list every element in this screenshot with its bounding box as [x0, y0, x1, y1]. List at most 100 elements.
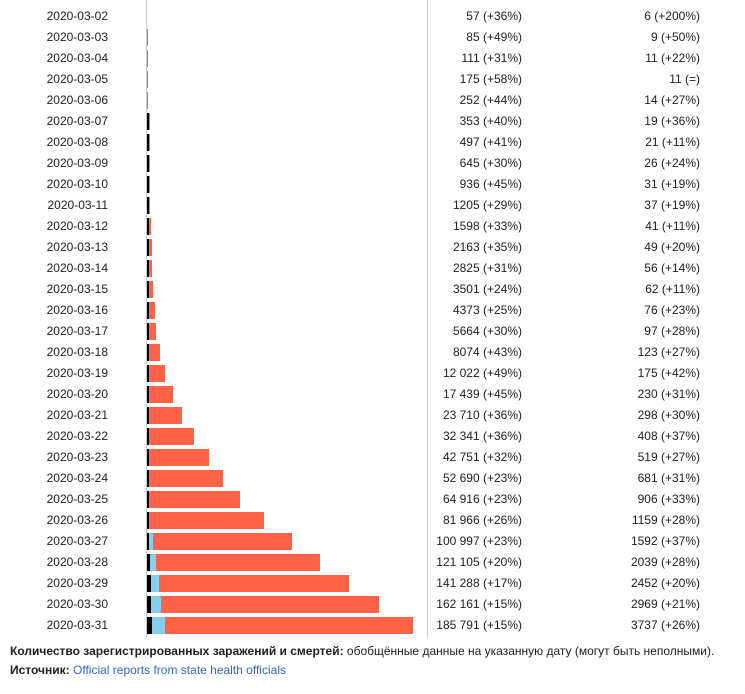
cases-label: 57 (+36%) [466, 9, 522, 23]
bar-recovered [149, 533, 153, 550]
bar-cell [147, 69, 427, 90]
table-row: 2020-03-30 162 161 (+15%) 2969 (+21%) [0, 594, 745, 615]
date-label: 2020-03-22 [46, 429, 108, 443]
bar-cell [147, 447, 427, 468]
bar-cell [147, 552, 427, 573]
date-label: 2020-03-19 [46, 366, 108, 380]
table-row: 2020-03-02 57 (+36%) 6 (+200%) [0, 6, 745, 27]
bar-deaths [147, 113, 149, 130]
date-label: 2020-03-18 [46, 345, 108, 359]
bar-cell [147, 300, 427, 321]
bar-cell [147, 405, 427, 426]
bar-cell [147, 216, 427, 237]
date-label: 2020-03-02 [46, 9, 108, 23]
table-row: 2020-03-31 185 791 (+15%) 3737 (+26%) [0, 615, 745, 636]
bar-active [148, 239, 152, 256]
cases-label: 12 022 (+49%) [442, 366, 522, 380]
bar-cell [147, 468, 427, 489]
bar-deaths [147, 470, 149, 487]
table-row: 2020-03-06 252 (+44%) 14 (+27%) [0, 90, 745, 111]
cases-label: 32 341 (+36%) [442, 429, 522, 443]
deaths-label: 14 (+27%) [644, 93, 700, 107]
table-row: 2020-03-14 2825 (+31%) 56 (+14%) [0, 258, 745, 279]
bar-cell [147, 426, 427, 447]
bar-recovered [151, 596, 162, 613]
cases-label: 100 997 (+23%) [436, 534, 522, 548]
table-row: 2020-03-09 645 (+30%) 26 (+24%) [0, 153, 745, 174]
table-row: 2020-03-26 81 966 (+26%) 1159 (+28%) [0, 510, 745, 531]
date-label: 2020-03-03 [46, 30, 108, 44]
table-row: 2020-03-15 3501 (+24%) 62 (+11%) [0, 279, 745, 300]
deaths-label: 97 (+28%) [644, 324, 700, 338]
deaths-label: 9 (+50%) [650, 30, 700, 44]
caption-title: Количество зарегистрированных заражений … [10, 644, 344, 658]
date-label: 2020-03-25 [46, 492, 108, 506]
date-label: 2020-03-04 [46, 51, 108, 65]
bar-active [148, 449, 209, 466]
bar-recovered [149, 554, 157, 571]
bar-cell [147, 531, 427, 552]
deaths-label: 298 (+30%) [637, 408, 700, 422]
deaths-label: 6 (+200%) [644, 9, 700, 23]
cases-label: 121 105 (+20%) [436, 555, 522, 569]
bar-active [148, 302, 155, 319]
chart-source: Источник: Official reports from state he… [10, 662, 740, 678]
bar-active [148, 260, 153, 277]
bar-cell [147, 384, 427, 405]
deaths-label: 37 (+19%) [644, 198, 700, 212]
bar-cell [147, 615, 427, 636]
date-label: 2020-03-28 [46, 555, 108, 569]
deaths-label: 1592 (+37%) [630, 534, 700, 548]
cases-label: 4373 (+25%) [452, 303, 522, 317]
table-row: 2020-03-03 85 (+49%) 9 (+50%) [0, 27, 745, 48]
table-row: 2020-03-07 353 (+40%) 19 (+36%) [0, 111, 745, 132]
table-row: 2020-03-19 12 022 (+49%) 175 (+42%) [0, 363, 745, 384]
bar-deaths [147, 491, 149, 508]
bar-deaths [147, 365, 149, 382]
cases-label: 645 (+30%) [459, 156, 522, 170]
date-label: 2020-03-05 [46, 72, 108, 86]
date-label: 2020-03-30 [46, 597, 108, 611]
deaths-label: 2452 (+20%) [630, 576, 700, 590]
bar-active [148, 323, 157, 340]
bar-cell [147, 279, 427, 300]
table-row: 2020-03-16 4373 (+25%) 76 (+23%) [0, 300, 745, 321]
cases-label: 141 288 (+17%) [436, 576, 522, 590]
deaths-label: 3737 (+26%) [630, 618, 700, 632]
cases-label: 936 (+45%) [459, 177, 522, 191]
deaths-label: 519 (+27%) [637, 450, 700, 464]
bar-column-right-border [427, 0, 428, 638]
source-link[interactable]: Official reports from state health offic… [73, 663, 286, 677]
chart-caption: Количество зарегистрированных заражений … [10, 643, 740, 659]
date-label: 2020-03-14 [46, 261, 108, 275]
bar-cell [147, 132, 427, 153]
cases-label: 353 (+40%) [459, 114, 522, 128]
table-row: 2020-03-21 23 710 (+36%) 298 (+30%) [0, 405, 745, 426]
bar-active [148, 386, 174, 403]
bar-active [159, 575, 350, 592]
bar-cell [147, 174, 427, 195]
caption-text: обобщённые данные на указанную дату (мог… [343, 644, 715, 658]
deaths-label: 11 (=) [669, 72, 700, 86]
cases-label: 52 690 (+23%) [442, 471, 522, 485]
table-row: 2020-03-28 121 105 (+20%) 2039 (+28%) [0, 552, 745, 573]
cases-label: 497 (+41%) [459, 135, 522, 149]
deaths-label: 19 (+36%) [644, 114, 700, 128]
date-label: 2020-03-31 [46, 618, 108, 632]
bar-active [148, 176, 150, 193]
bar-cell [147, 489, 427, 510]
bar-deaths [147, 554, 150, 571]
source-label: Источник: [10, 663, 70, 677]
table-row: 2020-03-25 64 916 (+23%) 906 (+33%) [0, 489, 745, 510]
date-label: 2020-03-26 [46, 513, 108, 527]
cases-label: 2825 (+31%) [452, 261, 522, 275]
deaths-label: 906 (+33%) [637, 492, 700, 506]
deaths-label: 31 (+19%) [644, 177, 700, 191]
date-label: 2020-03-08 [46, 135, 108, 149]
table-row: 2020-03-08 497 (+41%) 21 (+11%) [0, 132, 745, 153]
bar-deaths [147, 155, 149, 172]
bar-active [148, 491, 241, 508]
bar-deaths [147, 218, 149, 235]
deaths-label: 2969 (+21%) [630, 597, 700, 611]
table-row: 2020-03-27 100 997 (+23%) 1592 (+37%) [0, 531, 745, 552]
